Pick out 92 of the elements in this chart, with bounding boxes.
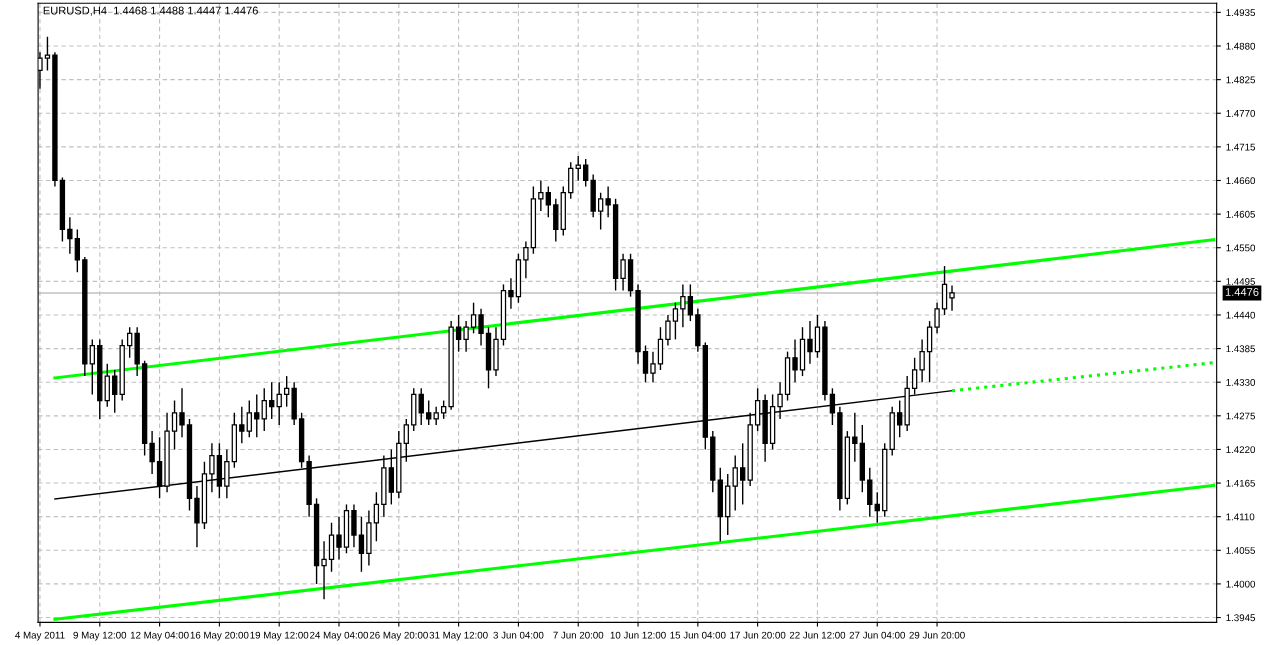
candlestick xyxy=(680,283,686,328)
x-tick-label: 4 May 2011 xyxy=(15,631,65,641)
candlestick xyxy=(732,454,738,512)
candlestick xyxy=(179,387,185,438)
y-tick-label: 1.4440 xyxy=(1226,311,1256,319)
x-tick-label: 19 May 12:00 xyxy=(250,631,309,641)
y-tick-label: 1.4825 xyxy=(1226,76,1256,84)
candlestick xyxy=(470,302,477,334)
candlestick xyxy=(934,302,940,334)
candlestick xyxy=(874,491,880,524)
candlestick xyxy=(523,240,529,279)
x-tick-label: 29 Jun 20:00 xyxy=(909,631,965,639)
candlestick xyxy=(67,216,73,255)
candlestick xyxy=(455,314,462,353)
candlestick xyxy=(126,326,133,359)
candlestick xyxy=(426,399,432,426)
candlestick xyxy=(44,36,51,72)
y-tick-label: 1.4330 xyxy=(1226,378,1256,386)
candlestick xyxy=(403,418,409,463)
candlestick xyxy=(575,155,581,182)
candlestick xyxy=(358,515,365,573)
y-tick-label: 1.4495 xyxy=(1226,278,1256,285)
y-tick-label: 1.4385 xyxy=(1226,345,1256,353)
ref-line-label: 1.4476 xyxy=(1225,288,1259,296)
x-tick-label: 9 May 12:00 xyxy=(73,631,127,641)
candlestick xyxy=(171,399,178,451)
candlestick xyxy=(620,253,626,292)
candlestick xyxy=(276,381,282,426)
x-tick-label: 7 Jun 20:00 xyxy=(553,631,604,639)
candlestick xyxy=(672,302,679,341)
candlestick xyxy=(545,185,552,218)
x-tick-label: 27 Jun 04:00 xyxy=(849,631,905,639)
candlestick xyxy=(74,228,81,273)
candlestick xyxy=(687,283,694,322)
y-tick-label: 1.4220 xyxy=(1226,446,1256,454)
x-tick-label: 26 May 20:00 xyxy=(369,631,428,641)
candlestick xyxy=(254,393,260,438)
candlestick xyxy=(508,277,514,310)
candlestick xyxy=(949,284,955,312)
candlestick xyxy=(650,350,656,383)
y-tick-label: 1.4275 xyxy=(1226,412,1256,420)
x-tick-label: 24 May 04:00 xyxy=(310,631,369,641)
candlestick xyxy=(373,491,380,542)
candlestick xyxy=(852,412,858,463)
candlestick xyxy=(463,320,469,353)
x-tick-label: 17 Jun 20:00 xyxy=(730,631,786,639)
y-tick-label: 1.4660 xyxy=(1226,177,1256,185)
y-tick-label: 1.4715 xyxy=(1226,143,1256,151)
candlestick xyxy=(336,515,342,561)
candlestick xyxy=(740,442,746,506)
candlestick xyxy=(283,375,290,408)
y-tick-label: 1.4550 xyxy=(1226,244,1256,252)
y-tick-label: 1.4110 xyxy=(1226,513,1255,521)
y-tick-label: 1.3945 xyxy=(1226,614,1256,622)
candlestick xyxy=(538,179,544,212)
candlestick xyxy=(269,381,275,420)
candlestick xyxy=(440,399,447,420)
candlestick xyxy=(112,369,118,414)
x-tick-label: 22 Jun 12:00 xyxy=(789,631,846,639)
candlestick xyxy=(209,442,215,493)
candlestick xyxy=(807,320,813,365)
y-tick-label: 1.4935 xyxy=(1226,9,1256,17)
candlestick xyxy=(897,399,903,438)
candlestick xyxy=(246,399,252,438)
y-tick-label: 1.4605 xyxy=(1226,210,1256,218)
chart-title: EURUSD,H4 1.4468 1.4488 1.4447 1.4476 xyxy=(43,6,258,16)
candlestick xyxy=(583,158,589,188)
candlestick xyxy=(919,338,925,383)
y-tick-label: 1.4000 xyxy=(1226,580,1256,588)
x-tick-label: 16 May 20:00 xyxy=(190,631,249,641)
x-tick-label: 15 Jun 04:00 xyxy=(670,631,726,639)
candlestick xyxy=(665,314,671,347)
candlestick xyxy=(792,338,798,383)
candlestick xyxy=(321,540,327,600)
y-tick-label: 1.4770 xyxy=(1226,109,1256,117)
x-tick-label: 3 Jun 04:00 xyxy=(493,631,544,639)
x-tick-label: 31 May 12:00 xyxy=(429,631,488,641)
candlestick xyxy=(433,405,439,426)
candlestick xyxy=(418,387,424,426)
x-tick-label: 10 Jun 12:00 xyxy=(610,631,666,639)
candlestick xyxy=(89,338,95,396)
candlestick xyxy=(642,344,649,383)
candlestick xyxy=(239,405,245,445)
candlestick xyxy=(597,192,604,231)
x-tick-label: 12 May 04:00 xyxy=(130,631,189,641)
y-tick-label: 1.4165 xyxy=(1226,479,1256,487)
candlestick xyxy=(605,185,611,218)
y-tick-label: 1.4055 xyxy=(1226,547,1256,554)
candlestick xyxy=(478,308,484,347)
y-tick-label: 1.4880 xyxy=(1226,42,1256,50)
candlestick xyxy=(261,387,267,432)
candlestick xyxy=(149,430,155,475)
